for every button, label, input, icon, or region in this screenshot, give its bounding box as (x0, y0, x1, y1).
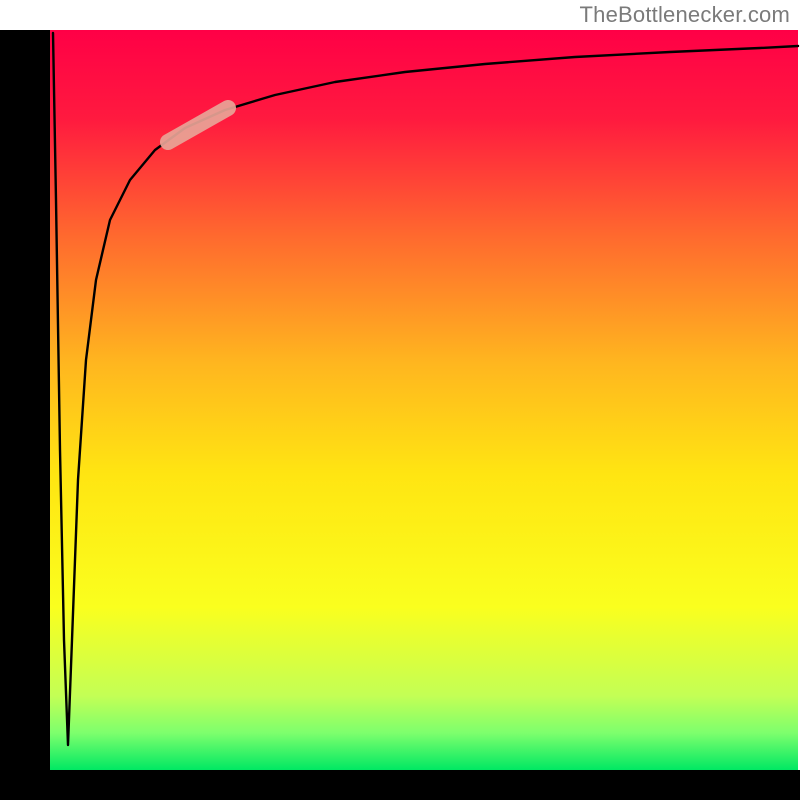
chart-container: TheBottlenecker.com (0, 0, 800, 800)
y-axis-bar (0, 30, 50, 770)
x-axis-bar (0, 770, 800, 800)
watermark-text: TheBottlenecker.com (580, 2, 790, 28)
bottleneck-chart (0, 0, 800, 800)
